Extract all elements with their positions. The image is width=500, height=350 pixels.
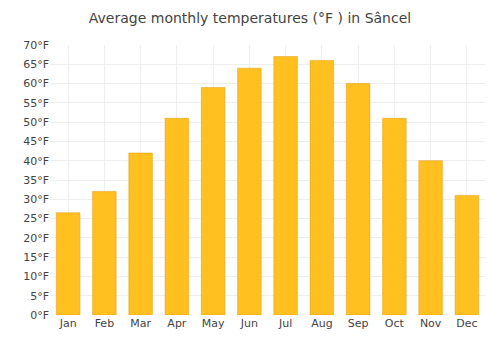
svg-text:Aug: Aug (311, 317, 332, 330)
svg-text:0°F: 0°F (30, 309, 49, 322)
svg-text:Average monthly temperatures (: Average monthly temperatures (°F ) in Sâ… (89, 10, 411, 26)
svg-text:May: May (202, 317, 225, 330)
svg-text:50°F: 50°F (23, 116, 49, 129)
svg-text:Dec: Dec (456, 317, 477, 330)
svg-text:Feb: Feb (95, 317, 114, 330)
svg-text:Nov: Nov (420, 317, 442, 330)
svg-text:70°F: 70°F (23, 39, 49, 52)
svg-text:60°F: 60°F (23, 77, 49, 90)
svg-text:30°F: 30°F (23, 193, 49, 206)
svg-text:Oct: Oct (385, 317, 405, 330)
svg-text:Jul: Jul (278, 317, 292, 330)
svg-text:Jan: Jan (59, 317, 77, 330)
svg-text:45°F: 45°F (23, 135, 49, 148)
svg-text:40°F: 40°F (23, 155, 49, 168)
svg-text:5°F: 5°F (30, 290, 49, 303)
svg-text:Mar: Mar (130, 317, 151, 330)
svg-text:35°F: 35°F (23, 174, 49, 187)
svg-text:25°F: 25°F (23, 212, 49, 225)
svg-text:Apr: Apr (167, 317, 187, 330)
svg-text:10°F: 10°F (23, 270, 49, 283)
svg-text:65°F: 65°F (23, 58, 49, 71)
svg-text:20°F: 20°F (23, 232, 49, 245)
svg-text:Jun: Jun (240, 317, 258, 330)
svg-text:15°F: 15°F (23, 251, 49, 264)
svg-text:55°F: 55°F (23, 97, 49, 110)
svg-text:Sep: Sep (348, 317, 369, 330)
